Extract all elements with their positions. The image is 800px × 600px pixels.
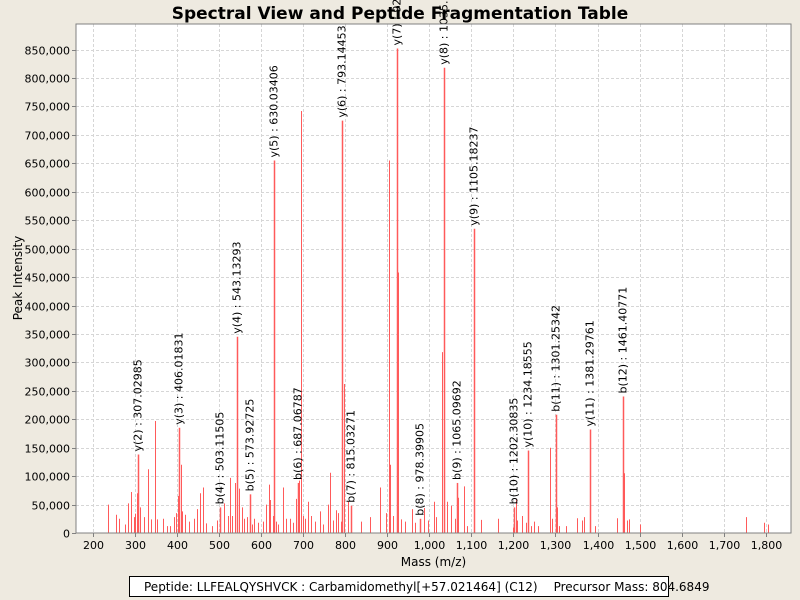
y-tick-label: 750,000 [25, 101, 71, 114]
peak-label: y(2) : 307.02985 [132, 359, 145, 451]
y-tick-label: 450,000 [25, 272, 71, 285]
peak-label: y(5) : 630.03406 [268, 65, 281, 157]
peak-label: b(7) : 815.03271 [345, 410, 358, 503]
peak-series [108, 48, 769, 533]
x-tick-label: 800 [335, 539, 356, 552]
y-tick-label: 700,000 [25, 130, 71, 143]
y-tick-label: 850,000 [25, 45, 71, 58]
peak-label: y(10) : 1234.18555 [522, 341, 535, 447]
peak-label: y(3) : 406.01831 [173, 333, 186, 425]
x-tick-label: 300 [125, 539, 146, 552]
peak-label: b(9) : 1065.09692 [451, 380, 464, 480]
x-tick-label: 1,400 [583, 539, 615, 552]
peak-label: b(12) : 1461.40771 [617, 287, 630, 394]
y-tick-label: 300,000 [25, 357, 71, 370]
plot-area[interactable] [76, 24, 791, 533]
peak-label: b(8) : 978.39905 [414, 423, 427, 516]
x-tick-label: 1,100 [456, 539, 488, 552]
x-tick-label: 1,800 [751, 539, 783, 552]
peak-label: y(8) : 1035.1 [438, 0, 451, 65]
peak-label: y(6) : 793.14453 [336, 25, 349, 117]
y-tick-label: 350,000 [25, 329, 71, 342]
x-tick-label: 900 [377, 539, 398, 552]
precursor-mass: Precursor Mass: 804.6849 [553, 579, 710, 594]
x-tick-label: 1,700 [709, 539, 741, 552]
axes: 0 50,000 100,000 150,000 200,000 250,000 300,0… [25, 45, 783, 553]
y-tick-label: 50,000 [32, 500, 71, 513]
y-tick-label: 250,000 [25, 386, 71, 399]
plot-border [75, 23, 792, 534]
peak-label: y(4) : 543.13293 [231, 242, 244, 334]
peak-label: b(11) : 1301.25342 [550, 305, 563, 412]
chart-title: Spectral View and Peptide Fragmentation … [172, 4, 629, 24]
y-tick-label: 100,000 [25, 471, 71, 484]
peak-annotations: y(2) : 307.02985 y(3) : 406.01831 b(4) : 5… [132, 0, 630, 516]
peak-label: b(6) : 687.06787 [292, 387, 305, 480]
y-tick-label: 0 [63, 528, 70, 541]
x-tick-label: 600 [251, 539, 272, 552]
peptide-sequence: Peptide: LLFEALQYSHVCK : Carbamidomethyl… [144, 579, 538, 594]
y-tick-label: 400,000 [25, 301, 71, 314]
y-tick-label: 500,000 [25, 244, 71, 257]
x-tick-label: 1,200 [498, 539, 530, 552]
x-tick-label: 1,600 [667, 539, 699, 552]
x-tick-label: 500 [209, 539, 230, 552]
x-tick-label: 200 [83, 539, 104, 552]
peak-label: b(4) : 503.11505 [214, 412, 227, 505]
peak-label: y(7) : 922.1 [391, 0, 404, 45]
x-tick-label: 700 [293, 539, 314, 552]
y-tick-label: 650,000 [25, 158, 71, 171]
x-tick-label: 1,500 [625, 539, 657, 552]
peak-label: b(10) : 1202.30835 [508, 398, 521, 505]
grid-lines [76, 24, 791, 533]
x-tick-label: 1,300 [540, 539, 572, 552]
x-tick-label: 1,000 [414, 539, 446, 552]
y-axis-label: Peak Intensity [11, 236, 25, 321]
y-tick-label: 800,000 [25, 73, 71, 86]
y-tick-label: 200,000 [25, 414, 71, 427]
y-tick-label: 550,000 [25, 215, 71, 228]
peak-label: y(11) : 1381.29761 [584, 320, 597, 426]
peak-label: y(9) : 1105.18237 [468, 126, 481, 225]
y-tick-label: 150,000 [25, 443, 71, 456]
peak-label: b(5) : 573.92725 [244, 399, 257, 492]
x-tick-label: 400 [167, 539, 188, 552]
x-axis-label: Mass (m/z) [401, 555, 466, 569]
y-tick-label: 600,000 [25, 187, 71, 200]
peptide-info-box: Peptide: LLFEALQYSHVCK : Carbamidomethyl… [129, 576, 709, 597]
